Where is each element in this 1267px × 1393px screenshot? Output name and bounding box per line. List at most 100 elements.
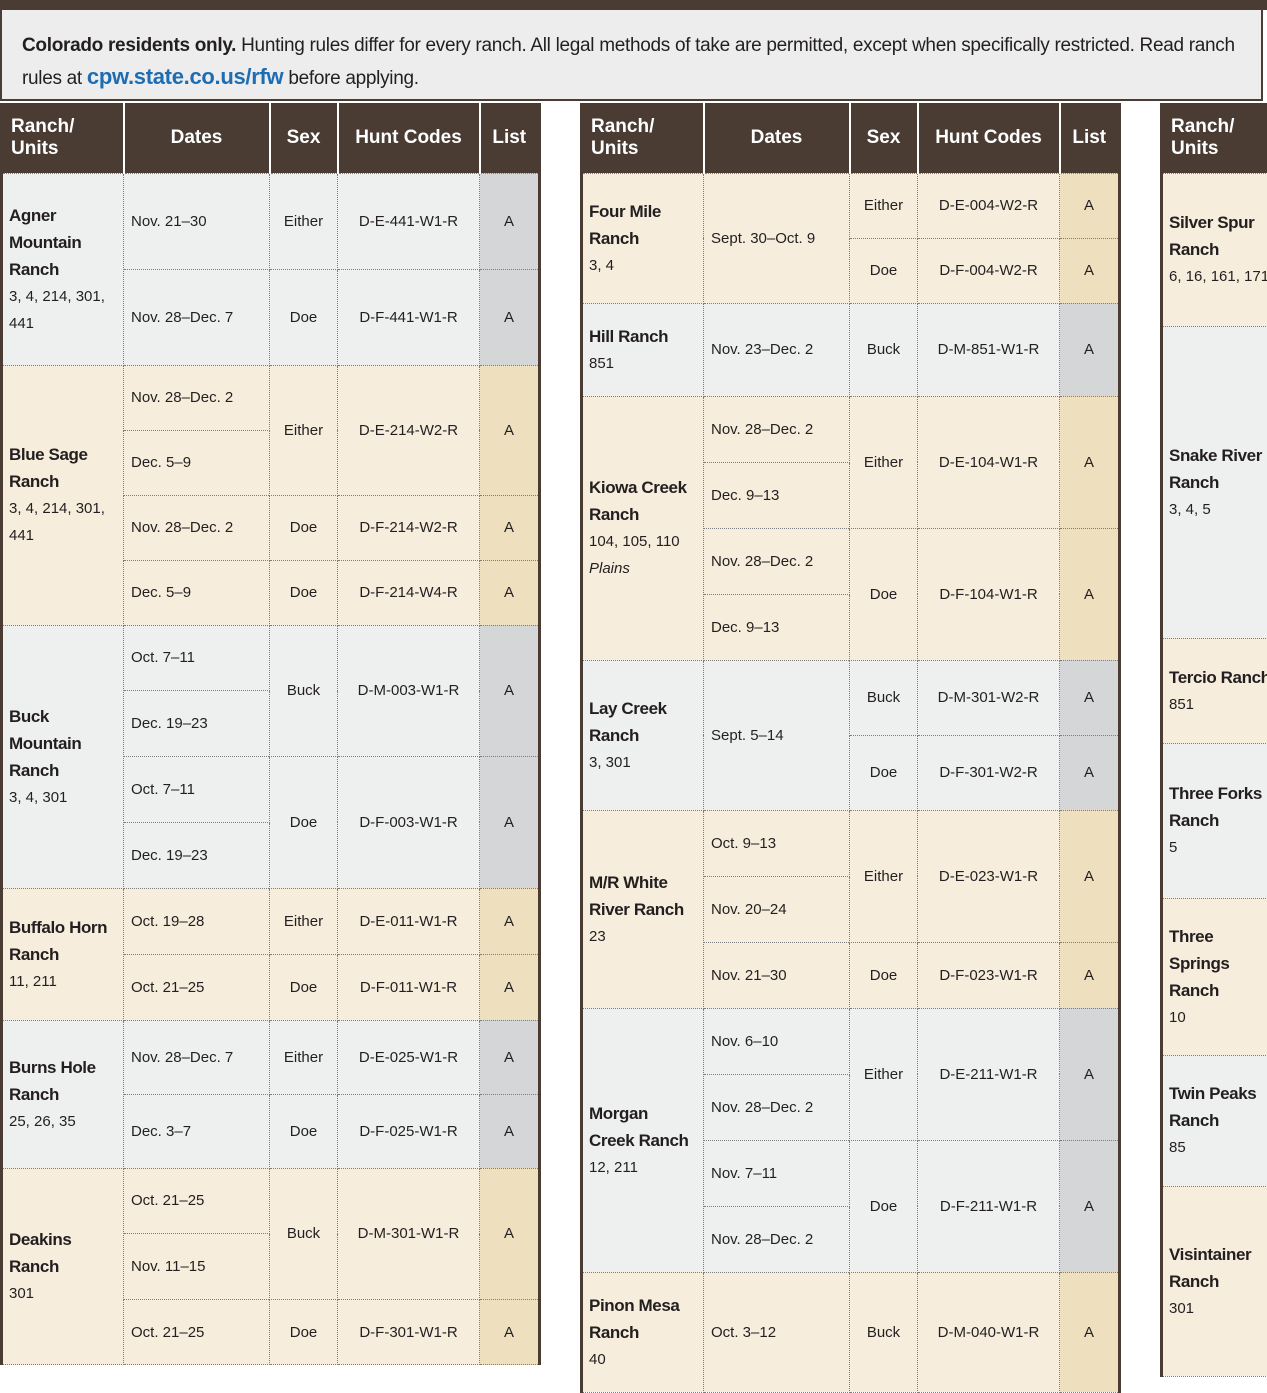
header-row: Ranch/ Units (1162, 103, 1267, 173)
sex-cell: Doe (270, 269, 338, 365)
dates-cell: Oct. 19–28 (124, 888, 270, 954)
header-text: Ranch/ Units (11, 116, 81, 160)
sex-cell: Either (850, 1008, 918, 1140)
sex-cell: Buck (270, 625, 338, 757)
dates-cell: Nov. 21–30 (124, 173, 270, 269)
intro-note: Colorado residents only. Hunting rules d… (0, 10, 1263, 101)
ranch-name: Visintainer Ranch (1169, 1241, 1267, 1295)
list-cell: A (1060, 810, 1120, 942)
ranch-name: Kiowa Creek Ranch (589, 474, 697, 528)
list-cell: A (1060, 1008, 1120, 1140)
sex-cell: Either (270, 888, 338, 954)
sex-cell: Doe (850, 238, 918, 303)
header-text: Ranch/ Units (1171, 116, 1241, 160)
list-cell: A (1060, 1272, 1120, 1392)
dates-cell: Nov. 23–Dec. 2 (704, 303, 850, 396)
list-cell: A (480, 757, 540, 889)
ranch-name: Blue Sage Ranch (9, 441, 117, 495)
dates-cell: Dec. 5–9 (124, 430, 270, 495)
ranch-units: 6, 16, 161, 171 (1169, 263, 1267, 290)
table-head: Ranch/ Units (1162, 103, 1267, 173)
sex-cell: Buck (850, 303, 918, 396)
sex-cell: Either (850, 173, 918, 238)
code-cell: D-M-301-W1-R (338, 1168, 480, 1299)
intro-bold: Colorado residents only. (22, 35, 236, 56)
intro-link[interactable]: cpw.state.co.us/rfw (87, 64, 283, 89)
sex-cell: Doe (270, 1299, 338, 1365)
code-cell: D-F-025-W1-R (338, 1094, 480, 1168)
list-cell: A (480, 173, 540, 269)
ranch-note: Plains (589, 555, 697, 582)
ranch-units: 3, 4, 5 (1169, 496, 1267, 523)
column-header: List (1060, 103, 1120, 173)
sex-cell: Doe (850, 1140, 918, 1272)
header-text: Ranch/ Units (591, 116, 661, 160)
dates-cell: Nov. 28–Dec. 2 (124, 365, 270, 430)
ranch-units: 5 (1169, 834, 1267, 861)
sex-cell: Either (270, 173, 338, 269)
list-cell: A (1060, 528, 1120, 660)
dates-cell: Nov. 28–Dec. 2 (704, 396, 850, 462)
code-cell: D-F-104-W1-R (918, 528, 1060, 660)
ranch-units: 85 (1169, 1134, 1267, 1161)
code-cell: D-F-023-W1-R (918, 942, 1060, 1008)
code-cell: D-F-003-W1-R (338, 757, 480, 889)
dates-cell: Dec. 5–9 (124, 560, 270, 625)
ranch-name: Deakins Ranch (9, 1226, 117, 1280)
ranch-units: 40 (589, 1346, 697, 1373)
dates-cell: Nov. 28–Dec. 2 (704, 1074, 850, 1140)
code-cell: D-F-214-W2-R (338, 495, 480, 560)
list-cell: A (480, 365, 540, 495)
dates-cell: Sept. 5–14 (704, 660, 850, 810)
code-cell: D-E-441-W1-R (338, 173, 480, 269)
ranch-name: Buffalo Horn Ranch (9, 914, 117, 968)
sex-cell: Doe (270, 954, 338, 1020)
column-header: List (480, 103, 540, 173)
list-cell: A (1060, 1140, 1120, 1272)
code-cell: D-F-004-W2-R (918, 238, 1060, 303)
code-cell: D-F-441-W1-R (338, 269, 480, 365)
column-header: Ranch/ Units (582, 103, 704, 173)
dates-cell: Nov. 28–Dec. 7 (124, 269, 270, 365)
dates-cell: Nov. 7–11 (704, 1140, 850, 1206)
ranch-units: 25, 26, 35 (9, 1108, 117, 1135)
sex-cell: Doe (270, 1094, 338, 1168)
ranch-units: 301 (9, 1280, 117, 1307)
code-cell: D-E-023-W1-R (918, 810, 1060, 942)
dates-cell: Nov. 28–Dec. 2 (704, 1206, 850, 1272)
dates-cell: Sept. 30–Oct. 9 (704, 173, 850, 303)
list-cell: A (1060, 660, 1120, 735)
ranch-name: M/R White River Ranch (589, 869, 697, 923)
code-cell: D-E-004-W2-R (918, 173, 1060, 238)
column-header: Dates (124, 103, 270, 173)
code-cell: D-F-011-W1-R (338, 954, 480, 1020)
ranch-name: Agner Mountain Ranch (9, 202, 117, 283)
dates-cell: Oct. 7–11 (124, 625, 270, 691)
